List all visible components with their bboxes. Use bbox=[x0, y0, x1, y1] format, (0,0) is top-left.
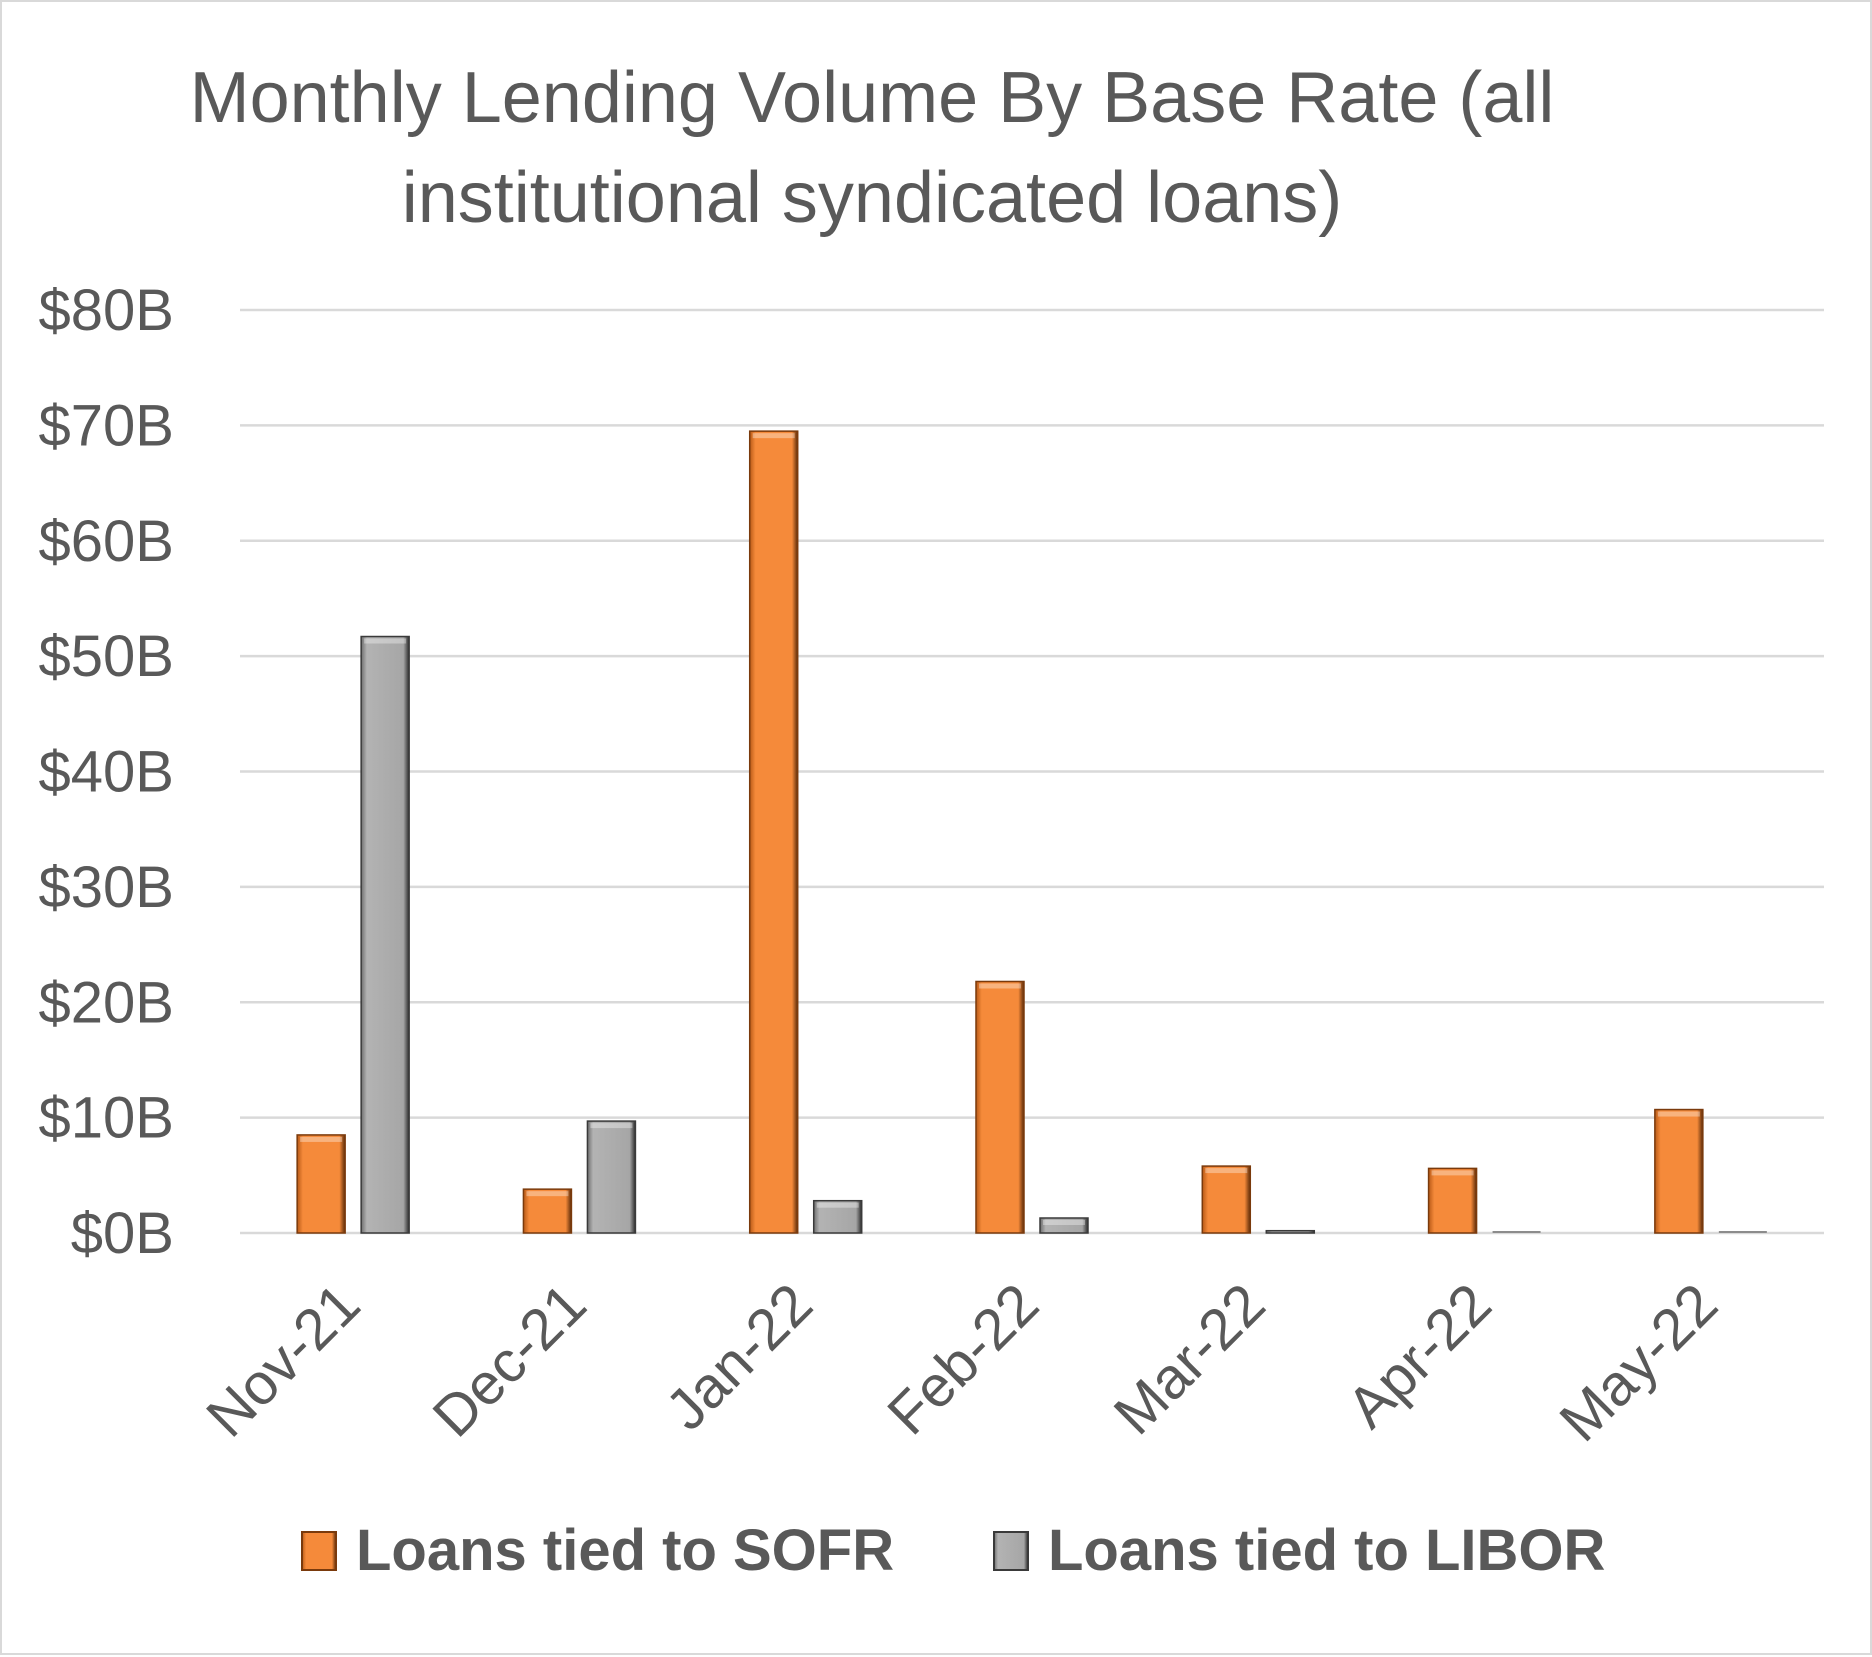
bar-bevel bbox=[526, 1191, 569, 1197]
bar-libor-Jan-22 bbox=[812, 1199, 863, 1234]
bar-bevel bbox=[1657, 1111, 1700, 1117]
bar-bevel bbox=[1205, 1168, 1248, 1174]
bar-bevel bbox=[816, 1202, 859, 1208]
chart-title-line-2: institutional syndicated loans) bbox=[402, 158, 1343, 238]
y-tick-label: $20B bbox=[39, 970, 174, 1035]
bar-body bbox=[748, 430, 799, 1234]
legend-swatch bbox=[301, 1531, 337, 1571]
bar-sofr-Dec-21 bbox=[522, 1188, 573, 1234]
bar-body bbox=[1265, 1229, 1316, 1234]
x-tick-label: Apr-22 bbox=[1335, 1271, 1504, 1440]
x-tick-label: Jan-22 bbox=[654, 1271, 825, 1442]
bar-body bbox=[1039, 1217, 1089, 1234]
bar-sofr-Apr-22 bbox=[1427, 1167, 1478, 1234]
bar-body bbox=[1201, 1165, 1252, 1234]
bar-bevel bbox=[1431, 1170, 1474, 1176]
x-tick-label: Feb-22 bbox=[875, 1271, 1051, 1447]
legend: Loans tied to SOFR Loans tied to LIBOR bbox=[301, 1518, 1605, 1583]
legend-label: Loans tied to LIBOR bbox=[1048, 1518, 1605, 1583]
bar-bevel bbox=[1043, 1220, 1085, 1226]
bar-body bbox=[1654, 1108, 1704, 1234]
bar-libor-Nov-21 bbox=[360, 635, 410, 1234]
y-tick-label: $80B bbox=[39, 278, 174, 343]
bar-sofr-Jan-22 bbox=[748, 430, 799, 1234]
bar-bevel bbox=[979, 983, 1021, 989]
bar-sofr-Mar-22 bbox=[1201, 1165, 1252, 1234]
y-tick-label: $50B bbox=[39, 624, 174, 689]
bar-bevel bbox=[752, 433, 795, 439]
bar-sofr-May-22 bbox=[1654, 1108, 1704, 1234]
y-tick-label: $60B bbox=[39, 509, 174, 574]
x-tick-label: Mar-22 bbox=[1102, 1271, 1278, 1447]
chart-title: Monthly Lending Volume By Base Rate (all… bbox=[190, 58, 1555, 238]
y-axis-ticks: $0B $10B $20B $30B $40B $50B $60B $70B $80B bbox=[39, 278, 174, 1266]
bar-body bbox=[1427, 1167, 1478, 1234]
x-tick-label: May-22 bbox=[1547, 1271, 1730, 1454]
chart-title-line-1: Monthly Lending Volume By Base Rate (all bbox=[190, 58, 1555, 138]
y-tick-label: $40B bbox=[39, 740, 174, 805]
bar-body bbox=[522, 1188, 573, 1234]
y-tick-label: $70B bbox=[39, 393, 174, 458]
x-axis-ticks: Nov-21 Dec-21 Jan-22 Feb-22 Mar-22 Apr-22 May-… bbox=[194, 1271, 1730, 1454]
bar-bevel bbox=[364, 638, 407, 644]
bar-body bbox=[812, 1199, 863, 1234]
bar-libor-Feb-22 bbox=[1039, 1217, 1089, 1234]
legend-swatch bbox=[993, 1531, 1029, 1571]
bar-bevel bbox=[590, 1123, 633, 1129]
bar-libor-Dec-21 bbox=[586, 1120, 637, 1234]
bar-sofr-Nov-21 bbox=[296, 1134, 346, 1234]
bar-body bbox=[586, 1120, 637, 1234]
bar-body bbox=[975, 980, 1025, 1234]
bar-body bbox=[360, 635, 410, 1234]
legend-item-sofr: Loans tied to SOFR bbox=[301, 1518, 894, 1583]
legend-label: Loans tied to SOFR bbox=[356, 1518, 894, 1583]
x-tick-label: Dec-21 bbox=[420, 1271, 598, 1449]
bars bbox=[296, 430, 1767, 1234]
bar-libor-Mar-22 bbox=[1265, 1229, 1316, 1234]
y-tick-label: $30B bbox=[39, 855, 174, 920]
legend-item-libor: Loans tied to LIBOR bbox=[993, 1518, 1605, 1583]
bar-sofr-Feb-22 bbox=[975, 980, 1025, 1234]
gridlines bbox=[240, 308, 1824, 1235]
x-tick-label: Nov-21 bbox=[194, 1271, 372, 1449]
bar-body bbox=[296, 1134, 346, 1234]
bar-bevel bbox=[300, 1136, 343, 1142]
y-tick-label: $0B bbox=[71, 1201, 174, 1266]
y-tick-label: $10B bbox=[39, 1086, 174, 1151]
